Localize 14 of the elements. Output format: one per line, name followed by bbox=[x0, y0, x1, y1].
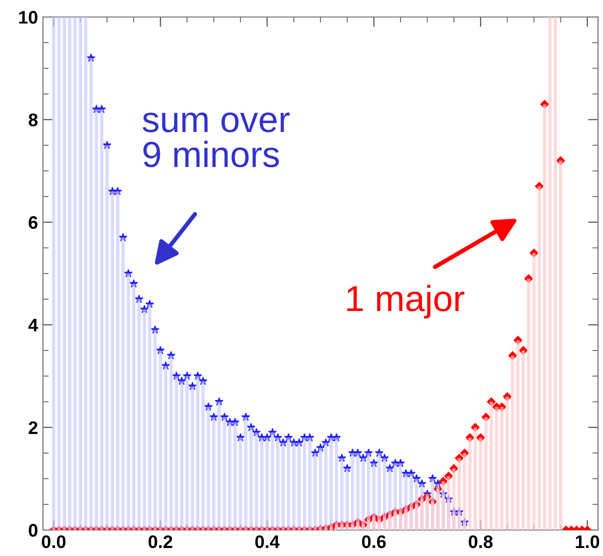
x-tick-label: 0.4 bbox=[255, 535, 280, 548]
x-tick-label: 0.0 bbox=[42, 535, 66, 548]
x-tick-label: 0.8 bbox=[468, 535, 493, 548]
y-tick-label: 4 bbox=[28, 318, 38, 332]
y-tick-label: 0 bbox=[28, 524, 38, 537]
x-tick-label: 1.0 bbox=[576, 535, 600, 548]
y-tick-label: 8 bbox=[28, 114, 38, 126]
y-tick-label: 2 bbox=[28, 421, 38, 434]
annotation: sum over 9 minors bbox=[142, 112, 290, 168]
x-tick-label: 0.6 bbox=[362, 535, 386, 548]
y-tick-label: 6 bbox=[28, 216, 38, 229]
x-tick-label: 0.2 bbox=[148, 535, 172, 548]
y-tick-label: 10 bbox=[19, 10, 38, 24]
annotation: 1 major bbox=[347, 284, 464, 319]
